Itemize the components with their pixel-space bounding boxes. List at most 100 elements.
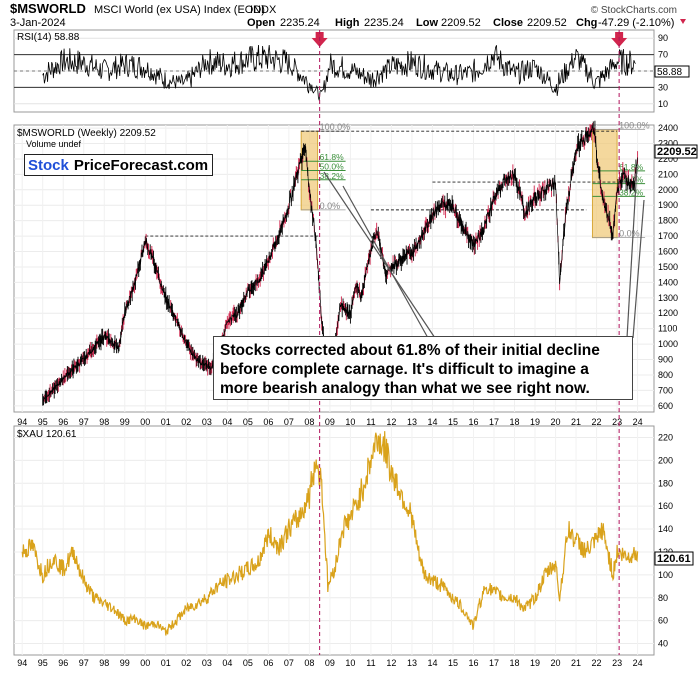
price-x-tick-label: 07: [284, 417, 294, 427]
xau-grid: 2202001801601401201008060409495969798990…: [14, 426, 673, 668]
rsi-tick-label: 90: [658, 33, 668, 43]
price-x-tick-label: 04: [222, 417, 232, 427]
xau-x-tick-label: 12: [386, 658, 396, 668]
price-tick-label: 900: [658, 355, 673, 365]
xau-tick-label: 180: [658, 478, 673, 488]
rsi-last-tag: [654, 65, 690, 78]
xau-tick-label: 80: [658, 593, 668, 603]
logo: Stock PriceForecast.com: [24, 154, 214, 176]
price-x-tick-label: 96: [58, 417, 68, 427]
price-x-tick-label: 14: [427, 417, 437, 427]
xau-tick-label: 200: [658, 455, 673, 465]
xau-x-tick-label: 97: [79, 658, 89, 668]
xau-tick-label: 140: [658, 524, 673, 534]
price-x-tick-label: 11: [366, 417, 375, 427]
watermark: © StockCharts.com: [591, 5, 677, 16]
xau-x-tick-label: 01: [161, 658, 171, 668]
xau-x-tick-label: 13: [407, 658, 417, 668]
fibonacci-bottom-label: 0.0%: [320, 201, 341, 211]
rsi-tick-label: 10: [658, 99, 668, 109]
price-tick-label: 1800: [658, 216, 678, 226]
xau-x-tick-label: 11: [366, 658, 375, 668]
price-x-tick-label: 15: [448, 417, 458, 427]
price-x-tick-label: 95: [38, 417, 48, 427]
logo-part-stock: Stock: [24, 154, 72, 176]
fibonacci-top-label: 100.0%: [320, 122, 351, 132]
price-tick-label: 1000: [658, 339, 678, 349]
change-down-icon: [680, 19, 686, 24]
xau-x-tick-label: 95: [38, 658, 48, 668]
xau-x-tick-label: 03: [202, 658, 212, 668]
price-tick-label: 1100: [658, 324, 677, 334]
xau-x-tick-label: 18: [510, 658, 520, 668]
xau-tick-label: 60: [658, 616, 668, 626]
xau-tick-label: 100: [658, 570, 673, 580]
price-tick-label: 2200: [658, 154, 678, 164]
fibonacci-bottom-label: 0.0%: [619, 229, 640, 239]
price-x-tick-label: 02: [181, 417, 191, 427]
price-tick-label: 2400: [658, 123, 678, 133]
fibonacci-level-label: 50.0%: [320, 162, 345, 172]
xau-tick-label: 160: [658, 501, 673, 511]
price-tick-label: 2000: [658, 185, 678, 195]
fibonacci-level-label: 38.2%: [619, 187, 644, 197]
price-tick-label: 1700: [658, 231, 678, 241]
price-x-tick-label: 10: [345, 417, 355, 427]
price-tick-label: 1300: [658, 293, 678, 303]
price-x-tick-label: 09: [325, 417, 335, 427]
xau-x-tick-label: 05: [243, 658, 253, 668]
price-x-tick-label: 16: [468, 417, 478, 427]
fibonacci-top-label: 100.0%: [619, 121, 650, 131]
price-tick-label: 800: [658, 370, 673, 380]
high-label: High: [335, 17, 360, 29]
price-x-tick-label: 06: [263, 417, 273, 427]
xau-last-tag: [654, 551, 694, 566]
xau-x-tick-label: 14: [427, 658, 437, 668]
xau-series: [21, 431, 639, 636]
xau-x-tick-label: 21: [571, 658, 581, 668]
close-label: Close: [493, 17, 523, 29]
price-x-tick-label: 97: [79, 417, 89, 427]
price-x-tick-label: 17: [489, 417, 499, 427]
xau-x-tick-label: 09: [325, 658, 335, 668]
logo-part-priceforecast: PriceForecast.com: [71, 154, 214, 176]
chg-label: Chg: [576, 17, 597, 29]
price-title: $MSWORLD (Weekly) 2209.52: [17, 128, 156, 139]
price-x-tick-label: 23: [612, 417, 622, 427]
price-x-tick-label: 21: [571, 417, 581, 427]
chart-date: 3-Jan-2024: [10, 17, 66, 29]
price-tick-label: 2300: [658, 139, 678, 149]
price-x-tick-label: 20: [551, 417, 561, 427]
annotation-box: Stocks corrected about 61.8% of their in…: [213, 336, 633, 400]
price-x-tick-label: 05: [243, 417, 253, 427]
price-x-tick-label: 13: [407, 417, 417, 427]
xau-x-tick-label: 16: [468, 658, 478, 668]
price-x-tick-label: 12: [386, 417, 396, 427]
fibonacci-level-label: 38.2%: [320, 171, 345, 181]
chart-exchange: INDX: [250, 4, 277, 16]
xau-x-tick-label: 06: [263, 658, 273, 668]
rsi-line: [42, 44, 636, 101]
open-value: 2235.24: [280, 17, 320, 29]
event-markers: [319, 30, 620, 655]
xau-x-tick-label: 19: [530, 658, 540, 668]
rsi-grid: 9070503010: [14, 33, 668, 109]
xau-x-tick-label: 99: [120, 658, 130, 668]
fibonacci-level-label: 61.8%: [320, 152, 345, 162]
fibonacci-level-label: 61.8%: [619, 162, 644, 172]
price-x-tick-label: 19: [530, 417, 540, 427]
rsi-tick-label: 70: [658, 50, 668, 60]
open-label: Open: [247, 17, 275, 29]
xau-x-tick-label: 07: [284, 658, 294, 668]
xau-x-tick-label: 10: [345, 658, 355, 668]
annotation-line-2: before complete carnage. It's difficult …: [220, 361, 589, 378]
xau-tick-label: 220: [658, 432, 673, 442]
rsi-last-value: 58.88: [657, 67, 682, 78]
xau-x-tick-label: 23: [612, 658, 622, 668]
xau-x-tick-label: 96: [58, 658, 68, 668]
low-label: Low: [416, 17, 438, 29]
xau-x-tick-label: 98: [99, 658, 109, 668]
xau-line: [21, 431, 639, 636]
price-x-tick-label: 08: [304, 417, 314, 427]
